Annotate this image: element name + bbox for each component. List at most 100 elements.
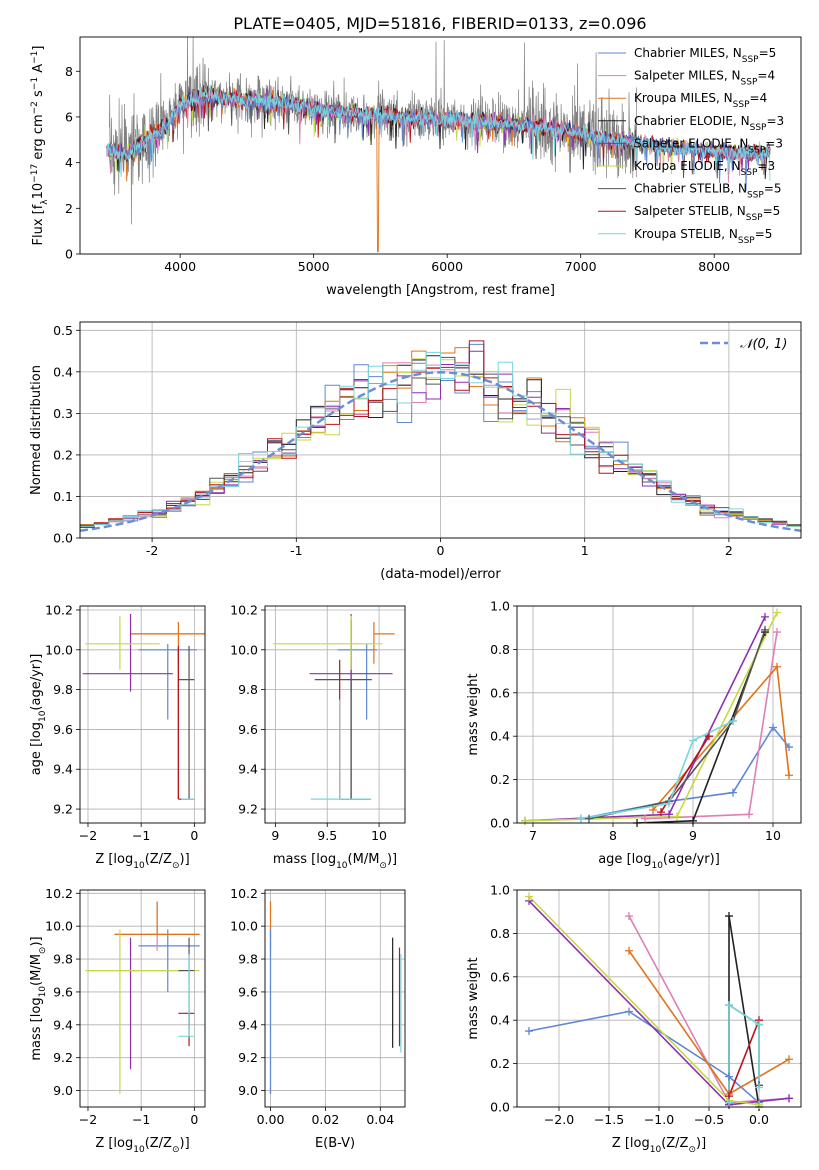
x-tick-label: 6000 [431,259,463,274]
axes-age-vs-mass: 9 9.5 10 9.2 9.4 9.6 9.8 10.0 10.2 mass [log10(M/… [230,602,406,871]
legend-label: Chabrier ELODIE, NSSP=3 [634,114,784,133]
y-tick-label: 9.2 [238,1050,258,1065]
y-tick-label: 9.8 [238,952,258,967]
data-point-marker [577,814,585,823]
axes-frame [79,36,802,255]
data-point-marker [665,810,673,819]
data-point-marker [585,814,593,823]
y-tick-label: 10.2 [45,602,73,617]
y-tick-label: 10.0 [230,642,258,657]
data-point-marker [705,732,713,741]
x-tick-label: −2 [79,1112,97,1127]
data-point-marker [725,1072,733,1081]
x-tick-label: -1 [290,543,302,558]
x-tick-label: 9.5 [317,828,337,843]
data-point-marker [525,892,533,901]
y-axis-label: mass [log10(M/M⊙)] [29,936,48,1060]
data-point-marker [785,1094,793,1103]
data-point-marker [625,946,633,955]
series-line-black [728,915,760,1107]
y-tick-label: 1.0 [490,883,510,898]
y-tick-label: 9.4 [53,762,73,777]
axes-residuals: -2 -1 0 1 2 0.0 0.1 0.2 0.3 0.4 0.5 (data-model)/er… [29,321,802,582]
x-tick-label: −1 [132,828,150,843]
y-tick-label: 0.1 [53,489,73,504]
legend-label: 𝒩(0, 1) [740,337,787,352]
y-tick-label: 9.8 [53,682,73,697]
series-line-red [728,1019,760,1097]
axes-mass-vs-Z: −2 −1 0 9.0 9.2 9.4 9.6 9.8 10.0 10.2 Z [log10(Z/Z… [29,886,206,1155]
data-point-marker [521,816,529,825]
plot-area-mass-weight-vs-age [524,612,790,823]
x-axis-label: Z [log10(Z/Z⊙)] [612,1136,706,1155]
y-axis-label: age [log10(age/yr)] [29,654,48,776]
series-line-pink [644,631,778,820]
y-tick-label: 10.2 [230,602,258,617]
legend-label: Kroupa MILES, NSSP=4 [634,91,767,110]
x-tick-label: 0.04 [366,1112,394,1127]
y-tick-label: 6 [65,109,73,124]
plot-area-age-vs-Z [82,613,205,800]
y-tick-label: 9.6 [53,984,73,999]
data-point-marker [785,771,793,780]
y-tick-label: 9.0 [53,1083,73,1098]
y-tick-label: 9.6 [238,984,258,999]
figure-title: PLATE=0405, MJD=51816, FIBERID=0133, z=0… [233,14,646,33]
x-tick-label: 0.0 [749,1112,769,1127]
x-tick-label: 8000 [698,259,730,274]
x-tick-label: -2 [146,543,158,558]
x-axis-label: mass [log10(M/M⊙)] [273,852,397,871]
y-tick-label: 9.4 [53,1017,73,1032]
x-tick-label: −1.5 [594,1112,624,1127]
data-point-marker [773,662,781,671]
y-tick-label: 9.0 [238,1083,258,1098]
y-tick-label: 9.8 [53,952,73,967]
x-tick-label: 10 [371,828,387,843]
y-tick-label: 0.4 [53,364,73,379]
y-tick-label: 0.2 [490,772,510,787]
plot-area-residuals [80,340,801,532]
data-point-marker [625,1007,633,1016]
data-point-marker [755,1100,763,1109]
axes-frame [516,605,802,824]
normal-curve [80,371,801,532]
y-tick-label: 9.6 [53,722,73,737]
y-tick-label: 10.2 [45,886,73,901]
legend-label: Chabrier STELIB, NSSP=5 [634,182,782,201]
y-tick-label: 4 [65,155,73,170]
legend-label: Chabrier MILES, NSSP=5 [634,46,776,65]
series-line-cyan [580,720,734,820]
y-tick-label: 0.0 [490,816,510,831]
y-tick-label: 0.6 [490,685,510,700]
plot-area-mass-vs-EBV [269,901,402,1094]
data-point-marker [689,736,697,745]
plot-area-mass-vs-Z [85,901,200,1094]
data-point-marker [657,808,665,817]
x-tick-label: 9 [689,828,697,843]
data-point-marker [725,1098,733,1107]
x-axis-label: wavelength [Angstrom, rest frame] [326,283,555,298]
data-point-marker [641,814,649,823]
y-tick-label: 8 [65,64,73,79]
y-tick-label: 0.8 [490,926,510,941]
data-point-marker [785,743,793,752]
y-tick-label: 9.2 [238,802,258,817]
model-spectrum-line-pink [106,87,771,183]
axes-frame [264,605,406,824]
y-tick-label: 0.6 [490,969,510,984]
plot-area-spectrum [106,37,771,253]
series-line-purple [524,616,766,822]
y-tick-label: 9.4 [238,762,258,777]
x-axis-label: Z [log10(Z/Z⊙)] [95,1136,189,1155]
y-tick-label: 9.2 [53,802,73,817]
series-line-blue [528,1010,760,1104]
y-axis-label: Flux [fλ10−17 erg cm−2 s−1 A−1] [30,46,50,246]
series-line-gray [728,1003,760,1103]
x-tick-label: 8 [609,828,617,843]
series-line-black [636,631,766,823]
series-line-cyan [728,1003,760,1103]
x-tick-label: −1.0 [644,1112,674,1127]
y-tick-label: 10.0 [45,642,73,657]
data-point-marker [725,1001,733,1010]
